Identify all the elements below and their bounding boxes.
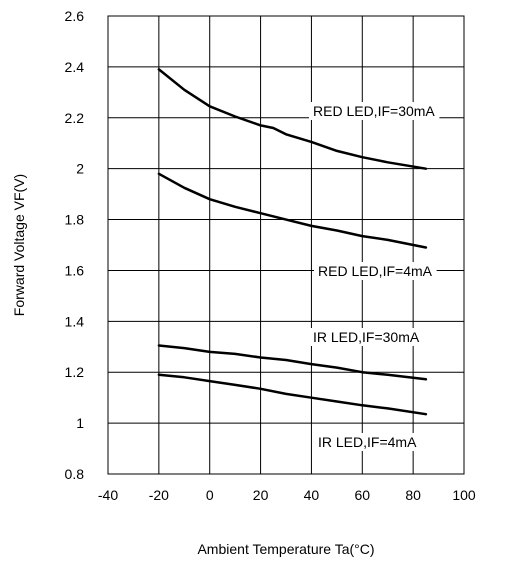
x-tick-labels: -40 -20 0 20 40 60 80 100 <box>98 487 476 503</box>
y-tick-label: 1.6 <box>65 262 85 278</box>
x-tick-label: -40 <box>98 487 118 503</box>
y-axis-title: Forward Voltage VF(V) <box>11 174 27 316</box>
series-label: IR LED,IF=4mA <box>318 434 417 450</box>
series-line <box>157 68 428 170</box>
series-lines <box>157 68 428 416</box>
x-tick-label: 80 <box>405 487 421 503</box>
y-tick-label: 1.4 <box>65 313 85 329</box>
x-tick-label: 0 <box>206 487 214 503</box>
x-tick-label: 60 <box>354 487 370 503</box>
series-label: IR LED,IF=30mA <box>313 329 420 345</box>
x-tick-label: -20 <box>149 487 169 503</box>
series-label-background <box>314 262 437 280</box>
series-label: RED LED,IF=30mA <box>313 103 435 119</box>
x-tick-label: 100 <box>452 487 476 503</box>
x-tick-label: 40 <box>304 487 320 503</box>
series-label: RED LED,IF=4mA <box>318 263 433 279</box>
y-tick-label: 1.2 <box>65 364 85 380</box>
y-tick-label: 2.2 <box>65 110 85 126</box>
series-line <box>157 172 428 249</box>
series-line <box>157 373 428 416</box>
series-labels: RED LED,IF=30mA RED LED,IF=4mA IR LED,IF=3… <box>309 102 440 451</box>
y-tick-label: 2.4 <box>65 59 85 75</box>
y-tick-label: 0.8 <box>65 466 85 482</box>
plot-frame <box>107 15 465 475</box>
y-tick-label: 1 <box>76 415 84 431</box>
series-label-background <box>309 328 424 346</box>
y-tick-label: 1.8 <box>65 212 85 228</box>
series-label-background <box>309 102 440 120</box>
y-tick-label: 2 <box>76 161 84 177</box>
y-tick-labels: 0.8 1 1.2 1.4 1.6 1.8 2 2.2 2.4 2.6 <box>65 8 85 482</box>
x-tick-label: 20 <box>253 487 269 503</box>
y-tick-label: 2.6 <box>65 8 85 24</box>
series-label-background <box>314 433 422 451</box>
x-axis-title: Ambient Temperature Ta(°C) <box>197 541 374 557</box>
series-line <box>157 344 428 381</box>
